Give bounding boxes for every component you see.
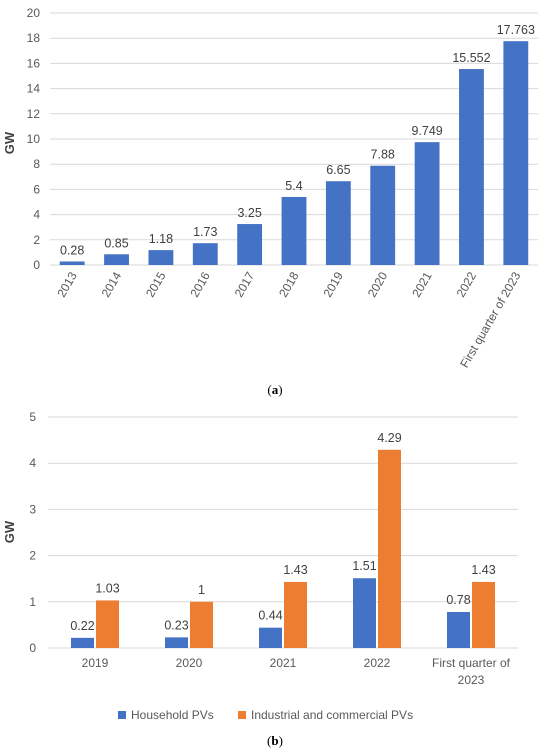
chart-b-bar-industrial xyxy=(378,449,401,648)
chart-b-data-label: 1.03 xyxy=(95,581,119,595)
chart-b-y-axis-label: GW xyxy=(2,520,17,543)
chart-a: 0.28 0.85 1.18 1.73 3.25 5.4 6.65 7.88 9.749 15.5… xyxy=(2,6,538,397)
chart-b-data-label: 1.51 xyxy=(352,559,376,573)
chart-a-data-label: 0.85 xyxy=(104,236,128,250)
chart-a-bar xyxy=(104,254,129,265)
chart-a-bar xyxy=(148,250,174,265)
chart-b-data-label: 1.43 xyxy=(471,563,495,577)
chart-a-data-label: 1.73 xyxy=(193,225,217,239)
chart-b-data-label: 0.78 xyxy=(446,593,470,607)
chart-a-x-tick-label: 2013 xyxy=(54,269,80,299)
chart-a-bar xyxy=(192,243,218,265)
chart-b-bar-industrial xyxy=(96,600,119,648)
chart-b-x-tick-label: 2019 xyxy=(82,656,109,670)
chart-b-data-label: 1 xyxy=(198,583,205,597)
chart-b-x-tick-label: First quarter of 2023 xyxy=(432,656,511,687)
chart-b-legend-swatch xyxy=(238,711,246,719)
chart-b-bar-industrial xyxy=(190,601,213,648)
chart-a-bar xyxy=(281,196,307,265)
chart-b-data-label: 4.29 xyxy=(377,431,401,445)
chart-b-legend-swatch xyxy=(118,711,126,719)
chart-b-y-tick-label: 5 xyxy=(29,410,36,424)
chart-a-data-label: 6.65 xyxy=(326,163,350,177)
chart-a-y-tick-label: 8 xyxy=(33,157,40,171)
chart-b-legend-label: Household PVs xyxy=(131,708,214,722)
chart-a-y-tick-label: 6 xyxy=(33,182,40,196)
chart-b-caption-letter: b xyxy=(271,733,278,748)
chart-a-caption-letter: a xyxy=(272,382,279,397)
chart-a-data-label: 7.88 xyxy=(371,148,395,162)
chart-b-data-label: 0.22 xyxy=(70,619,94,633)
chart-b-data-label: 1.43 xyxy=(283,563,307,577)
chart-a-bar xyxy=(459,69,484,265)
chart-a-x-tick-label: 2018 xyxy=(276,269,302,299)
chart-a-y-tick-label: 18 xyxy=(27,31,41,45)
chart-a-y-tick-label: 2 xyxy=(33,233,40,247)
chart-a-data-label: 5.4 xyxy=(285,179,302,193)
chart-a-x-tick-label: 2017 xyxy=(232,269,258,299)
chart-b-y-tick-label: 2 xyxy=(29,549,36,563)
chart-a-bar xyxy=(237,224,263,265)
chart-a-data-label: 9.749 xyxy=(411,124,442,138)
chart-b-data-label: 0.23 xyxy=(164,618,188,632)
chart-b-legend: Household PVs Industrial and commercial P… xyxy=(118,708,413,722)
chart-a-x-tick-label: 2016 xyxy=(187,269,213,299)
chart-b-legend-label: Industrial and commercial PVs xyxy=(251,708,413,722)
chart-b-bar-household xyxy=(447,611,470,648)
chart-a-caption: (a) xyxy=(267,382,282,397)
chart-b-x-tick-label: 2020 xyxy=(176,656,203,670)
chart-b-bar-household xyxy=(353,578,376,648)
chart-b-y-tick-label: 0 xyxy=(29,641,36,655)
chart-a-bar xyxy=(414,142,440,265)
chart-a-y-tick-label: 14 xyxy=(27,82,41,96)
chart-b-caption: (b) xyxy=(267,733,283,748)
chart-b-y-tick-label: 1 xyxy=(29,595,36,609)
chart-b-data-label: 0.44 xyxy=(258,609,282,623)
chart-a-y-tick-label: 20 xyxy=(27,6,41,20)
chart-a-data-label: 15.552 xyxy=(452,51,490,65)
chart-a-data-label: 17.763 xyxy=(497,23,535,37)
chart-b-bar-industrial xyxy=(284,581,307,648)
chart-b-y-tick-label: 4 xyxy=(29,456,36,470)
chart-b-bar-household xyxy=(259,627,282,648)
chart-a-y-tick-label: 0 xyxy=(33,258,40,272)
chart-a-data-label: 1.18 xyxy=(149,232,173,246)
chart-b-x-tick-label: 2022 xyxy=(364,656,391,670)
chart-a-y-axis-label: GW xyxy=(2,131,17,154)
chart-a-x-tick-label: 2014 xyxy=(99,269,125,299)
chart-a-bar xyxy=(325,181,351,265)
chart-a-bar xyxy=(370,165,396,265)
chart-a-data-label: 0.28 xyxy=(60,243,84,257)
chart-a-x-tick-label: 2019 xyxy=(320,269,346,299)
chart-a-y-tick-label: 12 xyxy=(27,107,41,121)
chart-b-bar-household xyxy=(165,637,188,648)
chart-b-bar-industrial xyxy=(472,581,495,648)
chart-a-y-tick-label: 10 xyxy=(27,132,41,146)
chart-a-x-tick-label: 2021 xyxy=(409,269,435,299)
chart-b-x-tick-label: 2021 xyxy=(270,656,297,670)
chart-a-x-tick-label: 2020 xyxy=(365,269,391,299)
chart-b-bar-household xyxy=(71,637,94,648)
chart-a-bar xyxy=(503,41,529,265)
chart-a-x-tick-label: 2022 xyxy=(454,269,480,299)
chart-a-bar xyxy=(59,261,85,265)
chart-a-data-label: 3.25 xyxy=(237,206,261,220)
chart-b-y-tick-label: 3 xyxy=(29,502,36,516)
chart-a-y-tick-label: 16 xyxy=(27,56,41,70)
chart-a-x-tick-label: 2015 xyxy=(143,269,169,299)
chart-a-y-tick-label: 4 xyxy=(33,208,40,222)
